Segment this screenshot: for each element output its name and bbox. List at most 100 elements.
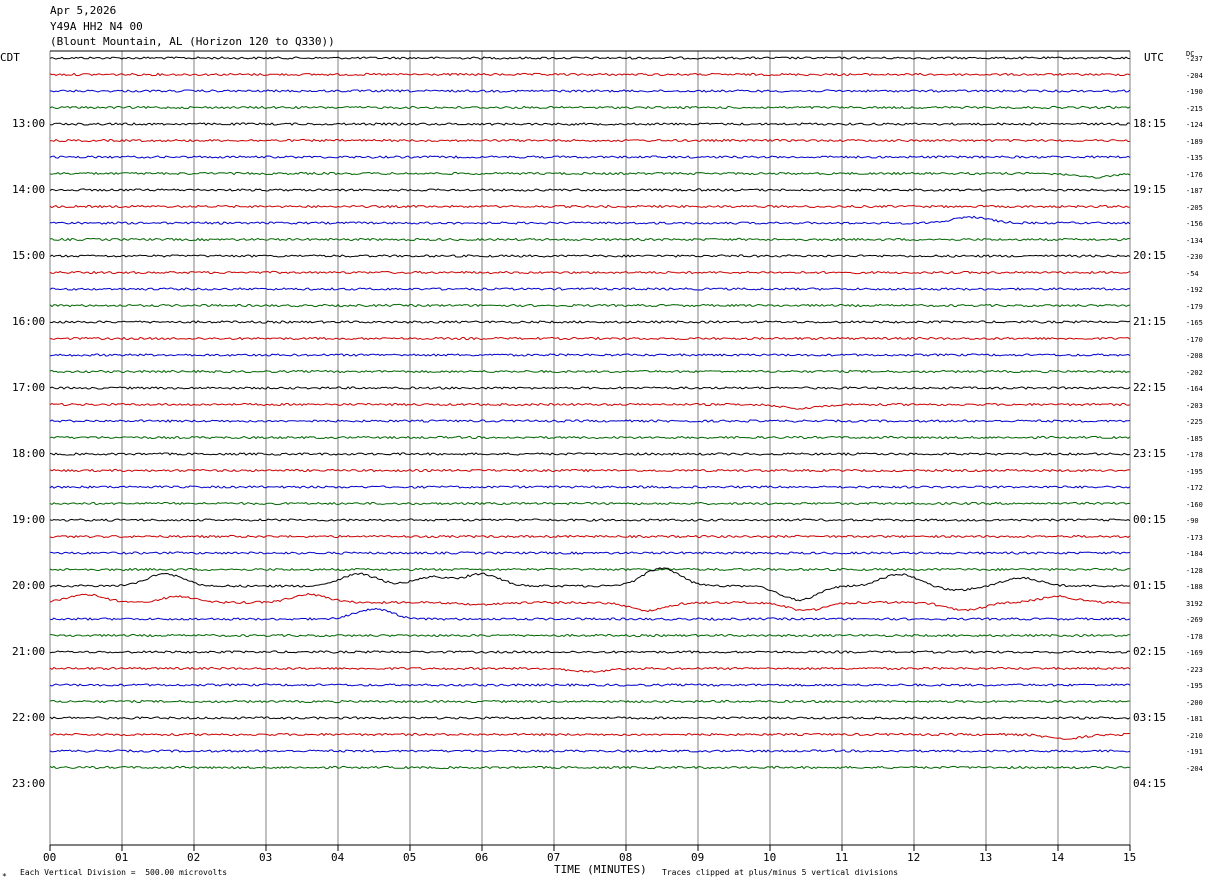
- dc-offset-label: -195: [1186, 682, 1203, 690]
- left-hour-label: 14:00: [12, 183, 46, 196]
- dc-offset-label: -215: [1186, 104, 1203, 113]
- dc-offset-label: -90: [1186, 517, 1199, 525]
- x-tick-label-05: 05: [403, 851, 417, 864]
- dc-offset-label: -134: [1186, 236, 1203, 245]
- x-tick-label-10: 10: [763, 851, 777, 864]
- left-hour-label: 19:00: [12, 513, 46, 526]
- dc-offset-label: -269: [1186, 616, 1203, 624]
- dc-offset-label: -179: [1186, 302, 1203, 311]
- trace-line-39: [49, 699, 1131, 704]
- dc-offset-label: -223: [1186, 665, 1203, 674]
- header-location: (Blount Mountain, AL (Horizon 120 to Q33…: [50, 35, 335, 48]
- trace-line-36: [49, 650, 1131, 654]
- dc-offset-label: -202: [1186, 368, 1203, 377]
- trace-line-17: [49, 336, 1131, 341]
- trace-line-43: [49, 765, 1131, 770]
- right-hour-label: 04:15: [1133, 777, 1167, 790]
- header-station: Y49A HH2 N4 00: [50, 20, 143, 33]
- dc-offset-label: -169: [1186, 649, 1203, 657]
- dc-header-label: DC: [1186, 50, 1195, 58]
- x-axis-ticks: [49, 845, 1131, 851]
- left-hour-label: 15:00: [12, 249, 46, 262]
- x-tick-label-04: 04: [331, 851, 345, 864]
- right-hour-label: 20:15: [1133, 249, 1167, 262]
- x-axis-title: TIME (MINUTES): [554, 863, 647, 876]
- dc-offset-label: -237: [1186, 55, 1203, 63]
- trace-line-21: [49, 402, 1131, 410]
- trace-line-37: [49, 666, 1131, 673]
- x-tick-label-03: 03: [259, 851, 273, 864]
- dc-offset-label: -210: [1186, 731, 1203, 740]
- trace-line-28: [49, 518, 1131, 522]
- trace-line-20: [49, 386, 1131, 390]
- right-hour-label: 02:15: [1133, 645, 1167, 658]
- trace-line-35: [49, 633, 1131, 638]
- left-hour-label: 18:00: [12, 447, 46, 460]
- dc-offset-label: -191: [1186, 748, 1203, 756]
- trace-line-8: [49, 188, 1131, 192]
- trace-line-5: [49, 138, 1131, 143]
- trace-line-30: [49, 551, 1131, 555]
- x-tick-label-06: 06: [475, 851, 489, 864]
- dc-offset-label: -164: [1186, 385, 1203, 393]
- trace-line-14: [49, 287, 1131, 291]
- right-hour-label: 19:15: [1133, 183, 1167, 196]
- x-tick-label-12: 12: [907, 851, 921, 864]
- trace-line-2: [49, 89, 1131, 93]
- footer-mark: *: [2, 872, 7, 881]
- dc-offset-label: -184: [1186, 550, 1203, 558]
- trace-line-0: [49, 56, 1131, 60]
- dc-offset-label: -187: [1186, 187, 1203, 195]
- dc-offset-label: -124: [1186, 121, 1203, 129]
- trace-line-34: [49, 607, 1131, 621]
- trace-line-22: [49, 419, 1131, 423]
- dc-offset-label: -204: [1186, 71, 1203, 80]
- trace-line-24: [49, 452, 1131, 456]
- dc-offset-label: -185: [1186, 434, 1203, 443]
- dc-offset-label: -188: [1186, 583, 1203, 591]
- trace-line-29: [49, 534, 1131, 539]
- trace-line-7: [49, 171, 1131, 179]
- right-hour-label: 21:15: [1133, 315, 1167, 328]
- right-timezone-label: UTC: [1144, 51, 1164, 64]
- dc-offset-label: -205: [1186, 203, 1203, 212]
- trace-line-26: [49, 485, 1131, 489]
- dc-offset-label: 3192: [1186, 599, 1203, 608]
- right-hour-label: 18:15: [1133, 117, 1167, 130]
- x-tick-label-00: 00: [43, 851, 57, 864]
- dc-offset-label: -181: [1186, 715, 1203, 723]
- x-tick-label-01: 01: [115, 851, 129, 864]
- trace-line-38: [49, 683, 1131, 687]
- dc-offset-label: -176: [1186, 170, 1203, 179]
- left-timezone-label: CDT: [0, 51, 20, 64]
- dc-offset-label: -192: [1186, 286, 1203, 294]
- dc-offset-label: -204: [1186, 764, 1203, 773]
- right-hour-label: 22:15: [1133, 381, 1167, 394]
- trace-line-32: [49, 567, 1131, 602]
- x-tick-label-09: 09: [691, 851, 705, 864]
- dc-offset-label: -160: [1186, 500, 1203, 509]
- dc-offset-label: -54: [1186, 269, 1199, 278]
- trace-line-15: [49, 303, 1131, 308]
- dc-offset-label: -170: [1186, 335, 1203, 344]
- trace-line-6: [49, 155, 1131, 159]
- dc-offset-label: -128: [1186, 566, 1203, 575]
- dc-offset-label: -172: [1186, 484, 1203, 492]
- dc-offset-label: -225: [1186, 418, 1203, 426]
- x-tick-label-07: 07: [547, 851, 561, 864]
- right-hour-label: 03:15: [1133, 711, 1167, 724]
- left-hour-label: 21:00: [12, 645, 46, 658]
- trace-line-23: [49, 435, 1131, 440]
- footer-vertical-division: Each Vertical Division = 500.00 microvol…: [20, 868, 228, 877]
- dc-offset-label: -156: [1186, 220, 1203, 228]
- trace-line-25: [49, 468, 1131, 473]
- trace-line-40: [49, 716, 1131, 720]
- dc-offset-label: -203: [1186, 401, 1203, 410]
- left-hour-label: 16:00: [12, 315, 46, 328]
- right-hour-label: 00:15: [1133, 513, 1167, 526]
- trace-line-33: [49, 592, 1131, 613]
- trace-line-27: [49, 501, 1131, 506]
- trace-line-11: [49, 237, 1131, 242]
- x-tick-label-02: 02: [187, 851, 201, 864]
